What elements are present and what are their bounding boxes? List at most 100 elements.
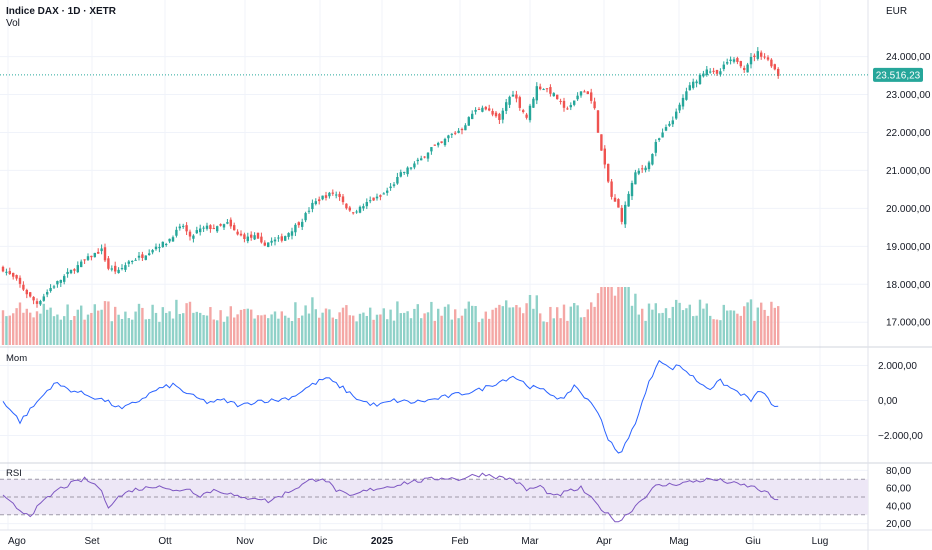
candle-body[interactable] xyxy=(168,238,171,242)
candle-body[interactable] xyxy=(120,268,124,270)
candle-body[interactable] xyxy=(722,64,725,70)
candle-body[interactable] xyxy=(239,233,243,236)
candle-body[interactable] xyxy=(508,96,511,105)
candle-body[interactable] xyxy=(100,248,103,252)
candle-body[interactable] xyxy=(430,147,433,152)
candle-body[interactable] xyxy=(86,256,90,260)
candle-body[interactable] xyxy=(729,59,732,61)
candle-body[interactable] xyxy=(66,271,69,275)
candle-body[interactable] xyxy=(624,204,627,225)
candle-body[interactable] xyxy=(542,89,545,91)
candle-body[interactable] xyxy=(644,167,647,171)
candle-body[interactable] xyxy=(311,202,314,210)
candle-body[interactable] xyxy=(185,225,188,232)
candle-body[interactable] xyxy=(35,301,39,304)
candle-body[interactable] xyxy=(763,56,766,58)
candle-body[interactable] xyxy=(345,203,348,209)
candle-body[interactable] xyxy=(304,213,307,221)
candle-body[interactable] xyxy=(681,97,685,107)
candle-body[interactable] xyxy=(528,105,532,121)
candle-body[interactable] xyxy=(709,71,712,73)
candle-body[interactable] xyxy=(481,107,484,112)
candle-body[interactable] xyxy=(236,231,239,235)
candle-body[interactable] xyxy=(209,225,212,230)
candle-body[interactable] xyxy=(1,266,5,272)
candle-body[interactable] xyxy=(651,154,654,165)
candle-body[interactable] xyxy=(532,98,535,108)
candle-body[interactable] xyxy=(246,236,249,242)
candle-body[interactable] xyxy=(229,219,232,227)
candle-body[interactable] xyxy=(15,275,18,279)
candle-body[interactable] xyxy=(280,236,283,241)
candle-body[interactable] xyxy=(505,102,508,111)
candle-body[interactable] xyxy=(233,225,236,231)
candle-body[interactable] xyxy=(753,55,756,58)
candle-body[interactable] xyxy=(498,113,501,120)
candle-body[interactable] xyxy=(566,108,569,110)
candle-body[interactable] xyxy=(556,94,559,100)
candle-body[interactable] xyxy=(314,201,317,205)
candle-body[interactable] xyxy=(552,93,555,97)
candle-body[interactable] xyxy=(471,113,474,120)
candle-body[interactable] xyxy=(263,242,266,246)
candle-body[interactable] xyxy=(637,170,640,174)
candle-body[interactable] xyxy=(732,59,736,62)
candle-body[interactable] xyxy=(307,210,311,212)
candle-body[interactable] xyxy=(454,132,457,134)
candle-body[interactable] xyxy=(437,142,440,146)
candle-body[interactable] xyxy=(22,284,25,290)
candle-body[interactable] xyxy=(460,129,464,131)
candle-body[interactable] xyxy=(675,111,678,119)
candle-body[interactable] xyxy=(739,61,742,67)
candle-body[interactable] xyxy=(212,228,215,230)
candle-body[interactable] xyxy=(151,250,154,253)
candle-body[interactable] xyxy=(42,296,45,301)
candle-body[interactable] xyxy=(396,176,399,184)
candle-body[interactable] xyxy=(522,110,525,112)
candle-body[interactable] xyxy=(457,130,460,133)
candle-body[interactable] xyxy=(613,197,617,202)
candle-body[interactable] xyxy=(501,110,504,120)
candle-body[interactable] xyxy=(627,193,630,207)
candle-body[interactable] xyxy=(576,95,579,100)
candle-body[interactable] xyxy=(539,86,542,90)
momentum-axis[interactable]: 2.000,00 0,00 −2.000,00 xyxy=(878,361,923,442)
candles[interactable] xyxy=(1,47,780,308)
candle-body[interactable] xyxy=(158,247,161,249)
candle-body[interactable] xyxy=(192,235,195,239)
candle-body[interactable] xyxy=(321,195,324,200)
candle-body[interactable] xyxy=(165,244,168,246)
candle-body[interactable] xyxy=(335,194,338,196)
candle-body[interactable] xyxy=(535,86,538,101)
candle-body[interactable] xyxy=(749,56,753,65)
candle-body[interactable] xyxy=(90,255,93,258)
candle-body[interactable] xyxy=(607,163,610,182)
candle-body[interactable] xyxy=(647,162,651,170)
candle-body[interactable] xyxy=(270,240,273,243)
candle-body[interactable] xyxy=(25,289,28,295)
candle-body[interactable] xyxy=(63,276,66,282)
candle-body[interactable] xyxy=(386,190,389,193)
candle-body[interactable] xyxy=(148,253,151,255)
candle-body[interactable] xyxy=(641,168,644,170)
candle-body[interactable] xyxy=(671,120,674,125)
candle-body[interactable] xyxy=(324,195,328,198)
candle-body[interactable] xyxy=(161,241,164,248)
candle-body[interactable] xyxy=(403,171,406,173)
candle-body[interactable] xyxy=(654,141,657,153)
candle-body[interactable] xyxy=(664,127,668,131)
candle-body[interactable] xyxy=(29,292,32,297)
candle-body[interactable] xyxy=(297,222,300,226)
candle-body[interactable] xyxy=(545,88,549,90)
candle-body[interactable] xyxy=(216,226,219,232)
candle-body[interactable] xyxy=(341,196,345,203)
candle-body[interactable] xyxy=(484,106,487,110)
candle-body[interactable] xyxy=(447,135,450,139)
candle-body[interactable] xyxy=(375,196,379,199)
candle-body[interactable] xyxy=(348,207,351,211)
candle-body[interactable] xyxy=(226,222,229,224)
candle-body[interactable] xyxy=(440,141,443,143)
candle-body[interactable] xyxy=(277,237,280,239)
candle-body[interactable] xyxy=(719,71,722,75)
